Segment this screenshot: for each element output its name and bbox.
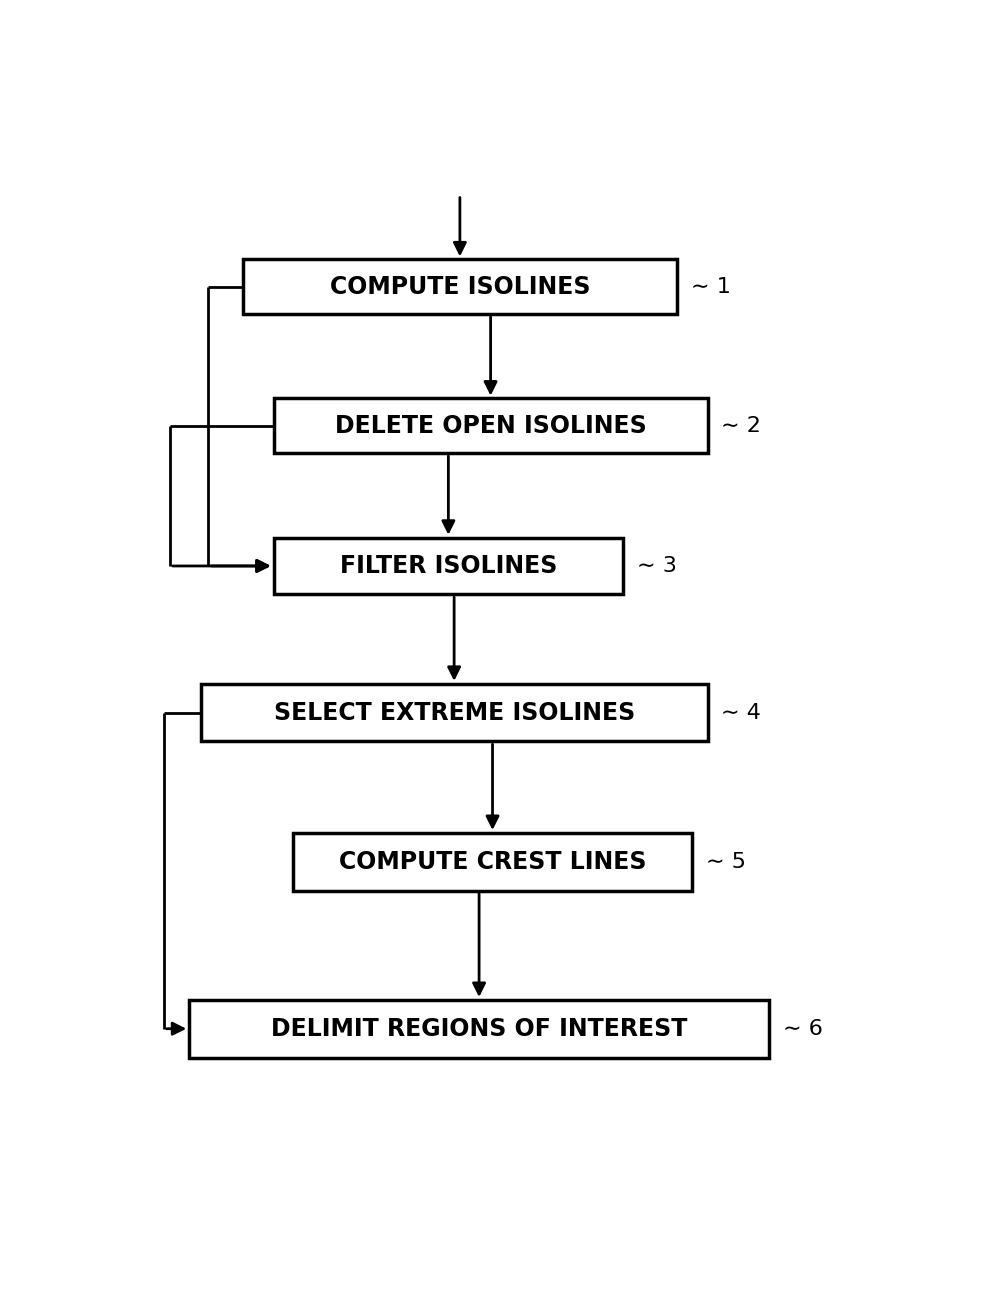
Text: DELETE OPEN ISOLINES: DELETE OPEN ISOLINES xyxy=(335,414,646,438)
Text: DELIMIT REGIONS OF INTEREST: DELIMIT REGIONS OF INTEREST xyxy=(271,1017,688,1041)
Text: ∼ 6: ∼ 6 xyxy=(783,1019,823,1039)
Bar xyxy=(200,684,708,741)
Text: FILTER ISOLINES: FILTER ISOLINES xyxy=(340,554,557,578)
Text: ∼ 4: ∼ 4 xyxy=(721,702,761,723)
Bar xyxy=(189,1001,769,1057)
Text: COMPUTE CREST LINES: COMPUTE CREST LINES xyxy=(339,849,646,874)
Bar xyxy=(243,259,677,314)
Text: ∼ 3: ∼ 3 xyxy=(637,556,677,576)
Bar xyxy=(274,537,623,594)
Bar xyxy=(293,833,693,891)
Text: ∼ 2: ∼ 2 xyxy=(721,416,761,436)
Bar xyxy=(274,399,708,453)
Text: ∼ 1: ∼ 1 xyxy=(691,276,730,297)
Text: COMPUTE ISOLINES: COMPUTE ISOLINES xyxy=(330,275,590,298)
Text: SELECT EXTREME ISOLINES: SELECT EXTREME ISOLINES xyxy=(274,701,635,724)
Text: ∼ 5: ∼ 5 xyxy=(706,852,746,871)
